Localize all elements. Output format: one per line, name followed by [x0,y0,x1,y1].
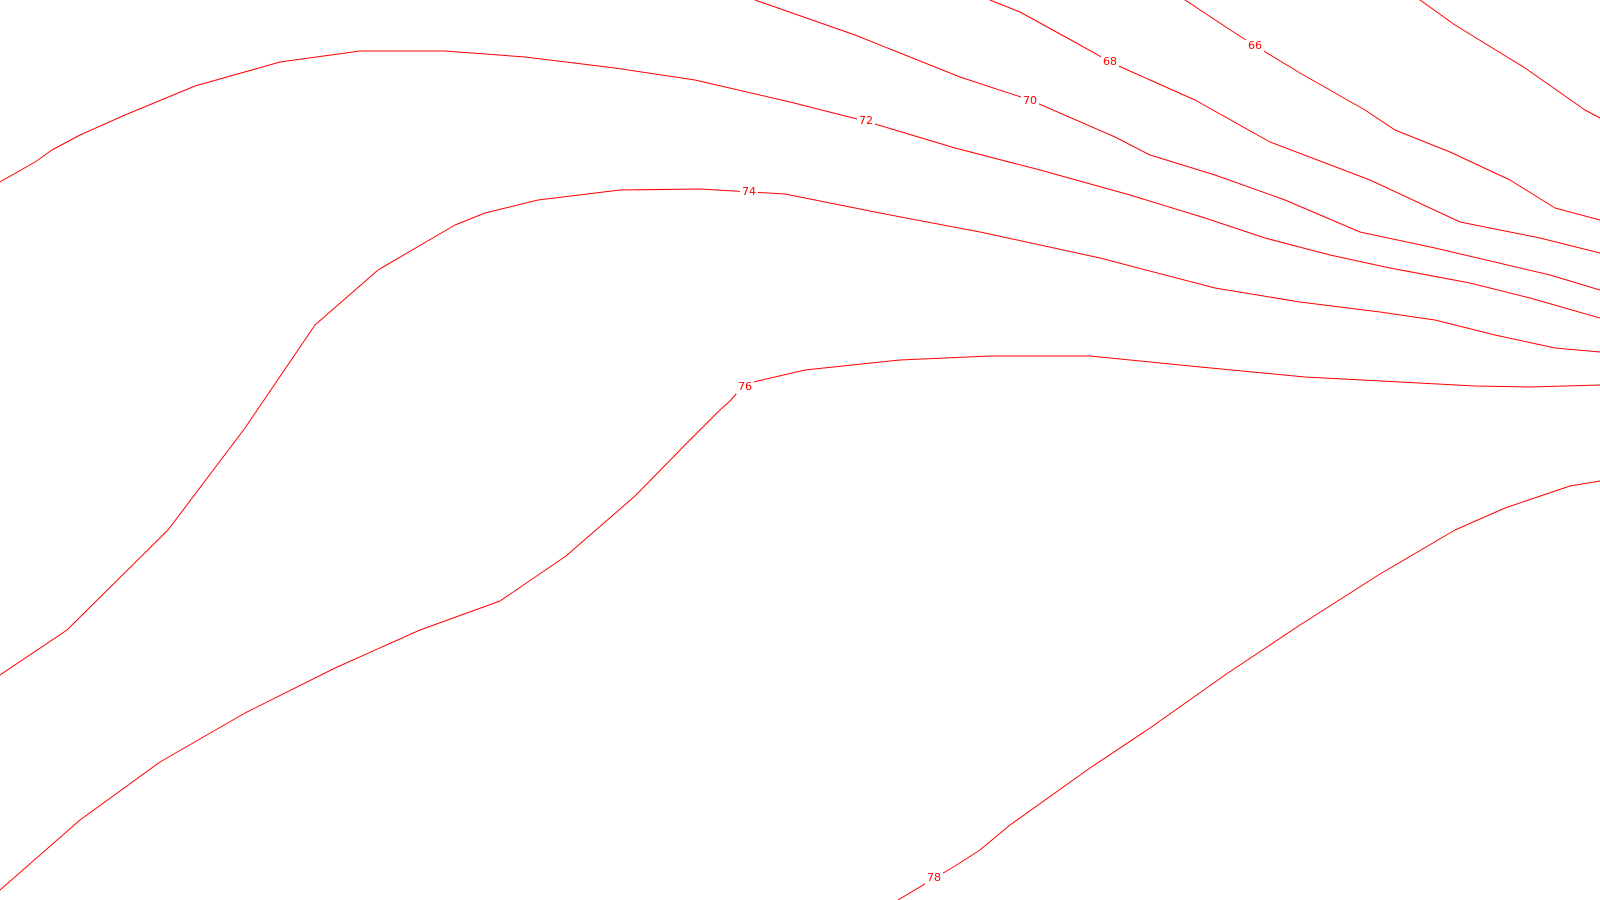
contour-label-background [740,185,758,199]
contour-line-78 [897,480,1600,900]
contour-label-74: 74 [742,185,756,198]
contour-label-background [925,871,943,885]
contour-label-background [1021,94,1039,108]
contour-label-66: 66 [1248,39,1262,52]
contour-line-72 [0,50,1600,319]
contour-labels-group: 66 68 70 72 74 76 78 [736,39,1264,885]
contour-label-76: 76 [738,380,752,393]
contour-label-70: 70 [1023,94,1037,107]
contour-label-background [1246,39,1264,53]
contour-label-78: 78 [927,871,941,884]
contour-label-background [857,114,875,128]
contour-label-background [736,380,754,394]
contour-label-background [1101,55,1119,69]
contour-line-70 [754,0,1600,291]
contour-line-64 [1419,0,1600,119]
contour-label-72: 72 [859,114,873,127]
contour-label-68: 68 [1103,55,1117,68]
contour-line-68 [989,0,1600,254]
contour-line-76 [0,355,1600,891]
